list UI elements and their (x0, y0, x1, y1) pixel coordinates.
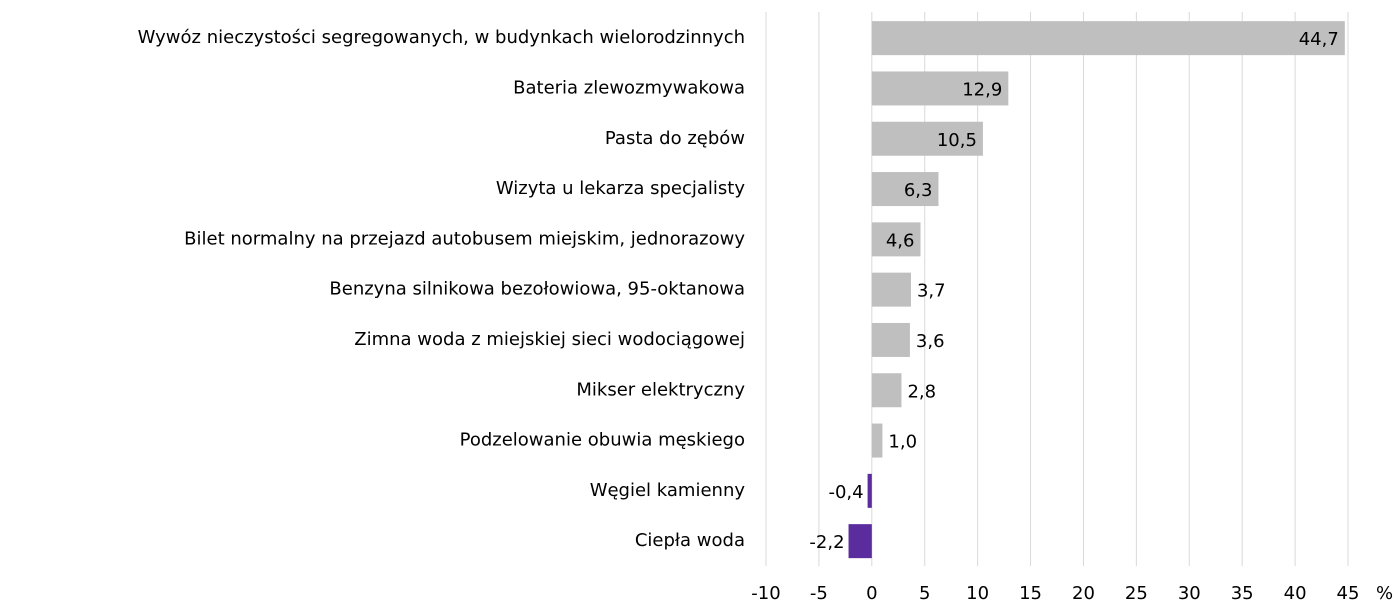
x-tick-label: -10 (751, 583, 780, 604)
value-label: 3,7 (917, 281, 946, 302)
bar (871, 172, 939, 207)
x-tick-label: -5 (810, 583, 828, 604)
y-tick-label: Węgiel kamienny (590, 480, 746, 501)
bar (871, 272, 911, 307)
y-tick-label: Bateria zlewozmywakowa (513, 77, 745, 98)
x-tick-label: 0 (866, 583, 877, 604)
y-tick-label: Ciepła woda (635, 530, 745, 551)
bar (871, 222, 921, 257)
bar (871, 423, 883, 458)
value-label: 12,9 (962, 79, 1002, 100)
bar (871, 21, 1345, 56)
value-label: 10,5 (937, 130, 977, 151)
bar (871, 121, 983, 156)
y-tick-label: Mikser elektryczny (576, 379, 745, 400)
x-axis-label: % (1376, 583, 1393, 604)
bar (871, 373, 902, 408)
value-label: 1,0 (888, 432, 917, 453)
y-tick-label: Bilet normalny na przejazd autobusem mie… (184, 228, 745, 249)
y-tick-label: Pasta do zębów (605, 128, 745, 149)
x-tick-label: 45 (1337, 583, 1360, 604)
value-label: 4,6 (886, 230, 915, 251)
value-label: 6,3 (904, 180, 933, 201)
value-label: 3,6 (916, 331, 945, 352)
x-tick-label: 35 (1231, 583, 1254, 604)
x-tick-label: 40 (1284, 583, 1307, 604)
bar (871, 322, 910, 357)
y-tick-label: Wywóz nieczystości segregowanych, w budy… (138, 27, 745, 48)
x-tick-label: 10 (966, 583, 989, 604)
value-label: 2,8 (907, 381, 936, 402)
value-label: -0,4 (828, 482, 863, 503)
y-tick-label: Zimna woda z miejskiej sieci wodociągowe… (354, 329, 745, 350)
bar (871, 71, 1009, 106)
value-label: -2,2 (809, 532, 844, 553)
x-tick-label: 30 (1178, 583, 1201, 604)
bar (867, 473, 872, 508)
y-tick-label: Wizyta u lekarza specjalisty (496, 178, 746, 199)
value-label: 44,7 (1299, 29, 1339, 50)
y-tick-label: Podzelowanie obuwia męskiego (460, 430, 745, 451)
y-tick-label: Benzyna silnikowa bezołowiowa, 95-oktano… (329, 279, 745, 300)
x-tick-label: 20 (1072, 583, 1095, 604)
x-tick-label: 5 (919, 583, 930, 604)
x-tick-label: 15 (1019, 583, 1042, 604)
bar (848, 524, 872, 559)
x-tick-label: 25 (1125, 583, 1148, 604)
